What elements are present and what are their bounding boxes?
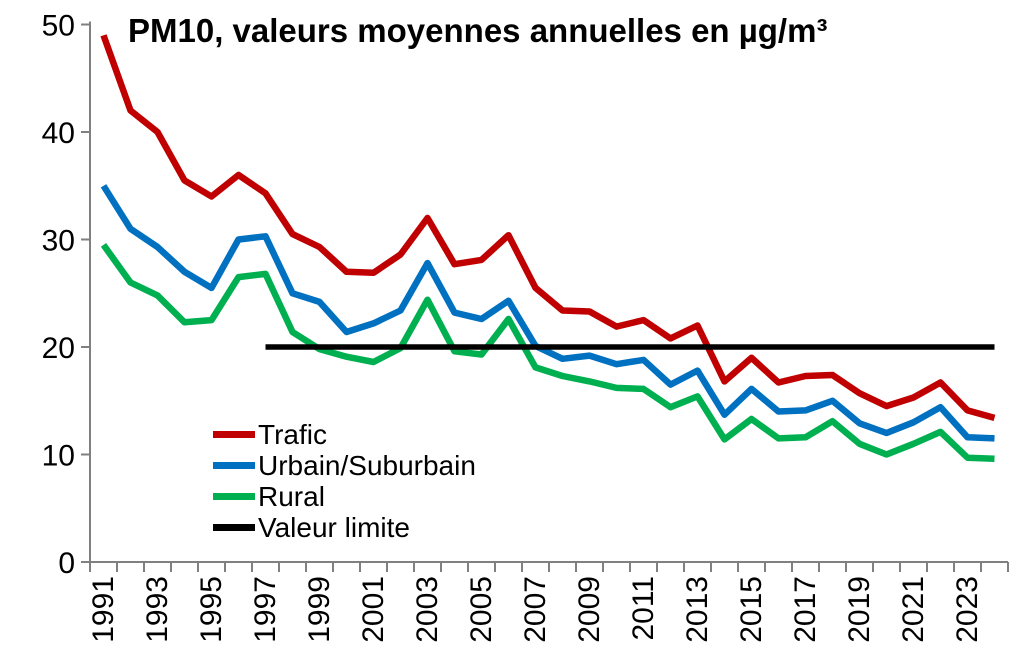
y-tick-label: 0 [58, 547, 75, 580]
y-tick-label: 40 [42, 117, 75, 150]
y-tick-label: 30 [42, 225, 75, 258]
x-tick-label: 2013 [681, 576, 714, 643]
x-tick-label: 2011 [627, 576, 660, 641]
legend-label-trafic: Trafic [258, 419, 327, 450]
legend-item-urbain-suburbain: Urbain/Suburbain [213, 450, 476, 481]
x-tick-label: 2001 [357, 576, 390, 643]
legend-line-swatch-rural [213, 493, 255, 500]
x-tick-label: 1999 [303, 576, 336, 643]
x-tick-label: 1993 [141, 576, 174, 643]
legend-item-rural: Rural [213, 481, 476, 512]
x-tick-label: 2023 [951, 576, 984, 643]
x-tick-label: 1997 [249, 576, 282, 643]
x-tick-label: 1995 [195, 576, 228, 643]
series-line-urbain-suburbain [100, 184, 995, 442]
x-tick-label: 2019 [843, 576, 876, 643]
x-tick-label: 2003 [411, 576, 444, 643]
legend-line-swatch-trafic [213, 431, 255, 438]
legend-line-swatch-urbain-suburbain [213, 462, 255, 469]
x-tick-label: 1991 [87, 576, 120, 643]
legend-line-swatch-valeur-limite [213, 524, 255, 531]
x-tick-label: 2021 [897, 576, 930, 643]
y-tick-label: 10 [42, 440, 75, 473]
x-tick-label: 2017 [789, 576, 822, 643]
x-tick-label: 2009 [573, 576, 606, 643]
x-tick-label: 2015 [735, 576, 768, 643]
legend: Trafic Urbain/Suburbain Rural Valeur lim… [213, 419, 476, 543]
x-tick-label: 2005 [465, 576, 498, 643]
series-line-trafic [100, 34, 996, 422]
y-tick-label: 50 [42, 10, 75, 43]
legend-label-rural: Rural [258, 481, 325, 512]
x-tick-label: 2007 [519, 576, 552, 643]
legend-label-urbain-suburbain: Urbain/Suburbain [258, 450, 476, 481]
legend-item-trafic: Trafic [213, 419, 476, 450]
series-line-rural [100, 243, 995, 463]
legend-label-valeur-limite: Valeur limite [258, 512, 410, 543]
legend-item-valeur-limite: Valeur limite [213, 512, 476, 543]
chart-title: PM10, valeurs moyennes annuelles en µg/m… [128, 12, 828, 49]
y-tick-label: 20 [42, 332, 75, 365]
